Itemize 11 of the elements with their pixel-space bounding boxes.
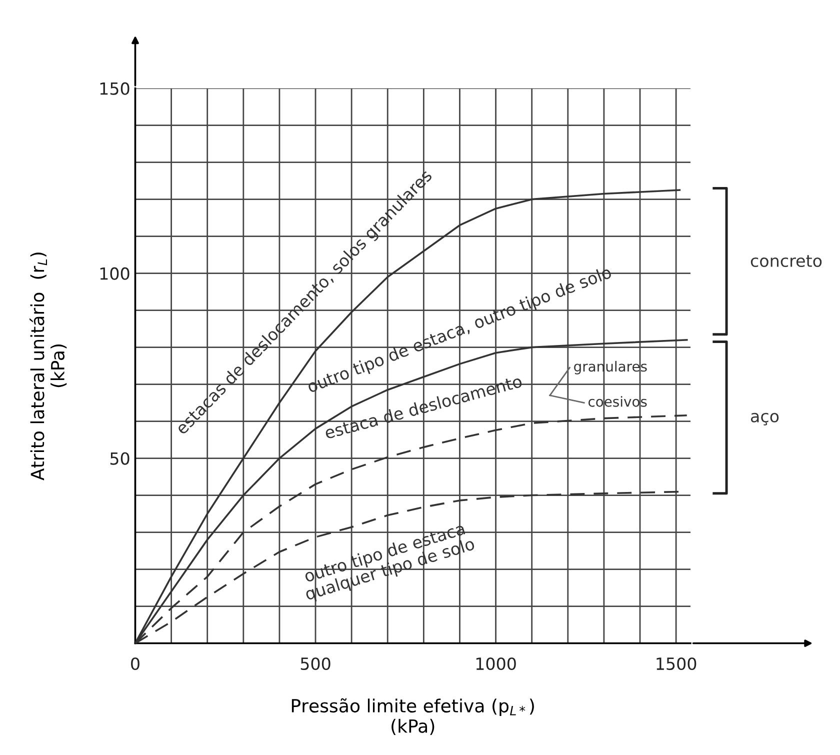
y-tick-label: 150 bbox=[100, 82, 130, 95]
text: concreto bbox=[750, 255, 822, 268]
x-tick-label: 500 bbox=[300, 657, 330, 670]
text: aço bbox=[750, 412, 779, 426]
y-tick-label: 100 bbox=[100, 267, 130, 280]
y-tick-label: 50 bbox=[110, 452, 130, 465]
text: Pressão limite efetiva (p$_{L*}$) (kPa) bbox=[292, 698, 534, 735]
x-tick-label: 0 bbox=[131, 657, 140, 670]
text: Atrito lateral unitário (r$_{L}$) (kPa) bbox=[30, 252, 67, 480]
x-tick-label: 1000 bbox=[476, 657, 516, 670]
x-tick-label: 1500 bbox=[656, 657, 696, 670]
